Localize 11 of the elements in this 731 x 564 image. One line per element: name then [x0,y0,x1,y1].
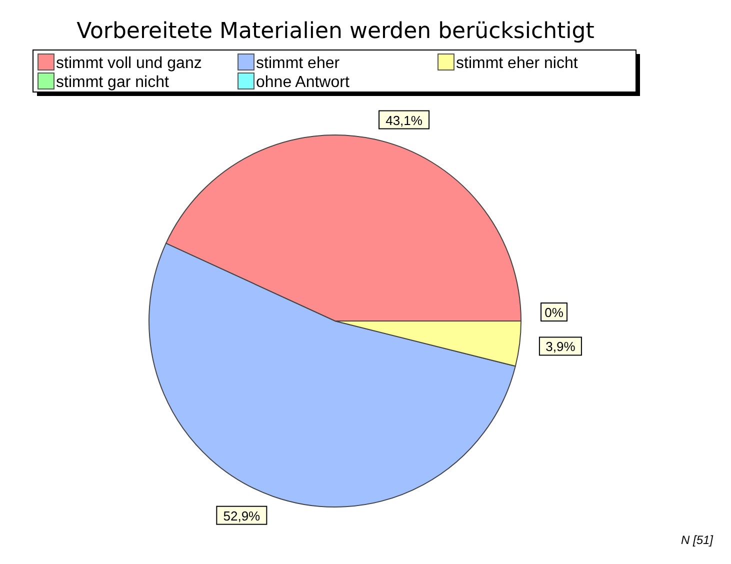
text: N [51] [680,533,714,547]
data-label: 3,9% [546,339,576,354]
data-label: 52,9% [223,508,261,524]
legend-label: ohne Antwort [256,74,350,91]
legend-label: stimmt voll und ganz [56,55,202,72]
text: 0% [544,305,564,320]
data-label: 43,1% [386,112,423,128]
legend-label: stimmt eher [256,55,340,72]
legend-label: stimmt eher nicht [456,55,578,72]
chart-title: Vorbereitete Materialien werden berücksichtigt [76,19,595,44]
legend-label: stimmt gar nicht [56,74,170,91]
